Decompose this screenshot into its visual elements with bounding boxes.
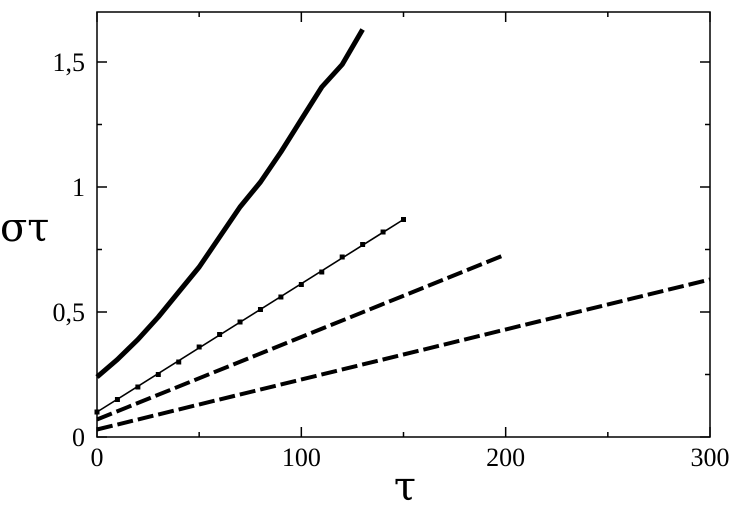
y-tick-label: 0 bbox=[72, 423, 85, 452]
data-point bbox=[114, 397, 120, 402]
data-point bbox=[360, 242, 366, 247]
y-axis-label: στ bbox=[0, 205, 49, 251]
data-point bbox=[401, 217, 406, 222]
data-point bbox=[319, 269, 325, 275]
y-tick-label: 0,5 bbox=[53, 298, 86, 327]
data-point bbox=[237, 319, 243, 325]
x-tick-label: 300 bbox=[691, 443, 730, 472]
data-point bbox=[339, 254, 345, 260]
series-line bbox=[96, 218, 404, 413]
y-tick-label: 1 bbox=[72, 173, 85, 202]
series-line bbox=[96, 277, 711, 432]
data-point bbox=[155, 372, 161, 377]
series-line bbox=[95, 28, 365, 379]
x-tick-label: 200 bbox=[486, 443, 525, 472]
x-tick-label: 0 bbox=[91, 443, 104, 472]
data-point bbox=[380, 229, 386, 235]
data-point bbox=[176, 359, 182, 365]
series-line bbox=[96, 252, 507, 422]
plot-area bbox=[94, 28, 711, 432]
plot-frame bbox=[96, 11, 711, 438]
data-point bbox=[257, 307, 263, 312]
x-axis-label: τ bbox=[394, 464, 416, 508]
data-point bbox=[196, 344, 202, 350]
data-point bbox=[298, 282, 304, 287]
x-tick-label: 100 bbox=[282, 443, 321, 472]
data-point bbox=[217, 332, 223, 337]
axes: 0 100 200 300 0 0,5 1 1,5 bbox=[53, 11, 730, 472]
y-tick-label: 1,5 bbox=[53, 48, 86, 77]
data-point bbox=[278, 294, 284, 300]
data-point bbox=[135, 384, 141, 390]
